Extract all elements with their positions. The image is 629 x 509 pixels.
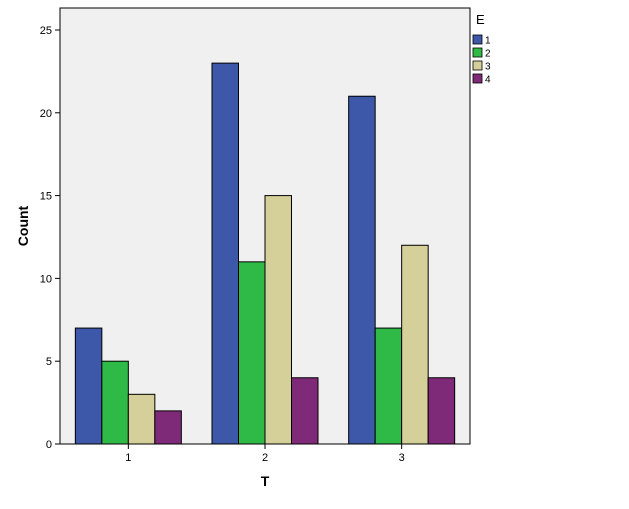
y-tick-label: 10: [40, 273, 52, 285]
x-tick-label: 2: [262, 452, 268, 464]
bar-cat-3-series-2: [374, 327, 403, 445]
bar-cat-2-series-4: [291, 377, 319, 445]
bar-cat-1-series-4: [154, 410, 182, 445]
x-axis-title: T: [261, 473, 270, 489]
legend-label-1: 1: [485, 36, 491, 47]
bar-cat-1-series-2: [101, 360, 129, 445]
legend-swatch-1: [472, 34, 483, 45]
bar-cat-3-series-3: [401, 244, 429, 445]
bar-cat-1-series-1: [74, 327, 103, 445]
legend-swatch-3: [472, 60, 483, 71]
y-tick-label: 15: [40, 191, 52, 203]
y-axis-title: Count: [15, 205, 31, 246]
legend-swatch-4: [472, 73, 483, 84]
x-tick-label: 3: [399, 452, 405, 464]
bar-cat-1-series-3: [127, 393, 156, 445]
y-tick-label: 0: [46, 439, 52, 451]
legend: E 1 2 3 4: [472, 12, 491, 86]
bar-cat-2-series-1: [211, 62, 239, 445]
x-axis: 1 2 3: [125, 444, 405, 464]
y-tick-label: 5: [46, 356, 52, 368]
bar-cat-3-series-1: [348, 95, 376, 445]
bars-layer: [74, 62, 456, 445]
legend-label-2: 2: [485, 49, 491, 60]
y-tick-label: 25: [40, 25, 52, 37]
legend-swatch-2: [472, 47, 483, 58]
bar-cat-2-series-3: [264, 195, 292, 445]
y-axis: 0 5 10 15 20 25: [40, 25, 60, 451]
legend-label-3: 3: [485, 62, 491, 73]
y-tick-label: 20: [40, 108, 52, 120]
bar-cat-3-series-4: [427, 377, 456, 445]
bar-cat-2-series-2: [238, 261, 266, 445]
legend-title: E: [476, 12, 485, 27]
x-tick-label: 1: [125, 452, 131, 464]
legend-label-4: 4: [485, 75, 491, 86]
